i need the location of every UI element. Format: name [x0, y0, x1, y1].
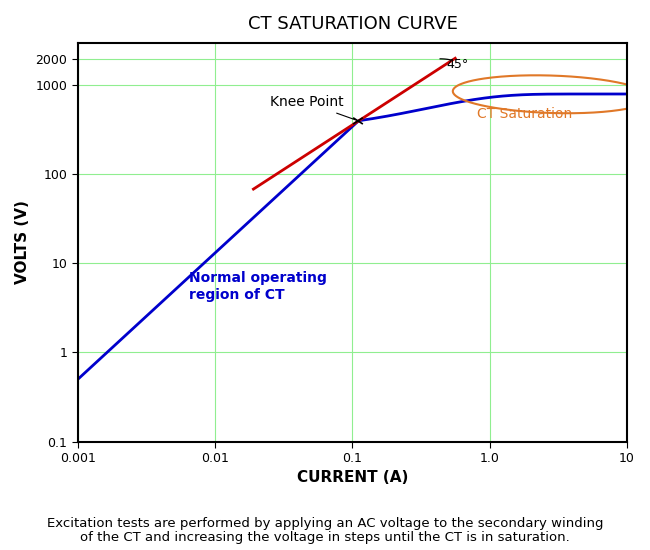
- Text: CT Saturation: CT Saturation: [477, 107, 573, 121]
- X-axis label: CURRENT (A): CURRENT (A): [297, 470, 408, 486]
- Y-axis label: VOLTS (V): VOLTS (V): [15, 200, 30, 284]
- Text: 45°: 45°: [446, 58, 468, 71]
- Text: Knee Point: Knee Point: [270, 96, 356, 120]
- Title: CT SATURATION CURVE: CT SATURATION CURVE: [248, 15, 458, 33]
- Text: Normal operating
region of CT: Normal operating region of CT: [189, 272, 328, 301]
- Text: Excitation tests are performed by applying an AC voltage to the secondary windin: Excitation tests are performed by applyi…: [47, 516, 603, 544]
